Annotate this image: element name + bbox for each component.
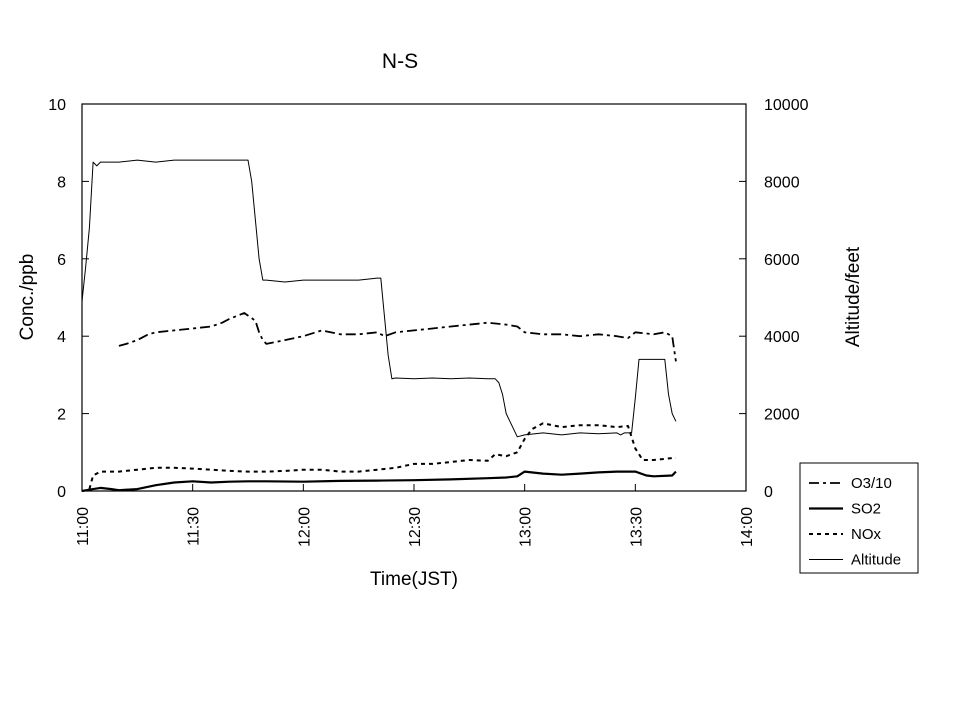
- x-tick-label: 13:30: [628, 507, 645, 547]
- series-layer: [81, 159, 677, 493]
- y2-tick-label: 4000: [764, 329, 800, 346]
- legend-items: O3/10 SO2 NOx Altitude: [809, 475, 901, 569]
- y-tick-label: 0: [57, 484, 66, 501]
- y2-tick-label: 8000: [764, 174, 800, 191]
- y2-tick-label: 2000: [764, 407, 800, 424]
- y-tick-label: 2: [57, 407, 66, 424]
- axes-layer: 0 2 4 6 8 10 0 2000 4000 6000 8000 10000 11:00 11:30 1…: [48, 97, 808, 547]
- y2-axis-title: Altitude/feet: [843, 246, 864, 347]
- legend-label: NOx: [851, 526, 882, 543]
- y-tick-label: 8: [57, 174, 66, 191]
- plot-area: [81, 103, 747, 492]
- series-line-so2: [81, 470, 677, 493]
- x-tick-label: 14:00: [739, 507, 756, 547]
- y2-tick-label: 0: [764, 484, 773, 501]
- y2-tick-label: 10000: [764, 97, 809, 114]
- series-line-nox: [88, 422, 676, 490]
- x-tick-label: 12:30: [407, 507, 424, 547]
- y2-tick-label: 6000: [764, 252, 800, 269]
- series-line-o3-10: [118, 312, 677, 362]
- legend-box: [799, 462, 919, 574]
- series-line-altitude: [81, 159, 677, 438]
- x-tick-label: 11:00: [75, 507, 92, 546]
- legend-label: Altitude: [851, 552, 901, 569]
- x-tick-label: 13:00: [518, 507, 535, 547]
- y-tick-label: 4: [57, 329, 66, 346]
- y-tick-label: 6: [57, 252, 66, 269]
- y-tick-label: 10: [48, 97, 66, 114]
- x-tick-label: 11:30: [186, 507, 203, 546]
- legend-label: SO2: [851, 501, 881, 518]
- chart-title: N-S: [382, 50, 418, 73]
- x-tick-label: 12:00: [296, 507, 313, 547]
- legend: O3/10 SO2 NOx Altitude: [799, 462, 919, 574]
- y-axis-title: Conc./ppb: [17, 254, 38, 341]
- legend-label: O3/10: [851, 475, 892, 492]
- x-axis-title: Time(JST): [370, 569, 458, 590]
